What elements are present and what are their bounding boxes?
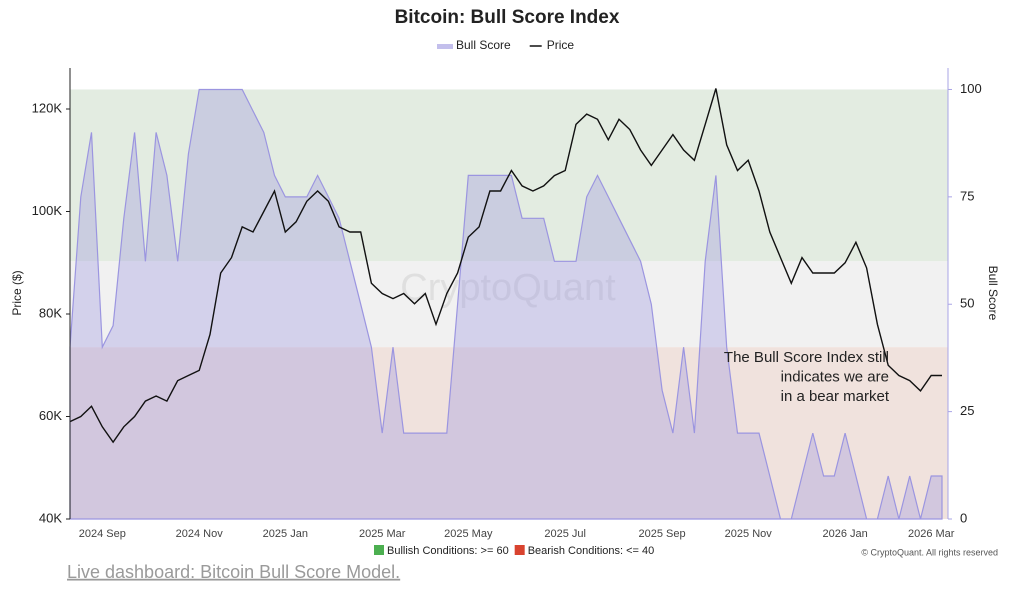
y-axis-title: Price ($) — [10, 270, 24, 315]
x-tick-label: 2026 Jan — [822, 528, 867, 540]
x-tick-label: 2024 Sep — [79, 528, 126, 540]
condition-band — [70, 261, 948, 348]
x-tick-label: 2025 Nov — [725, 528, 773, 540]
y2-tick-label: 25 — [960, 403, 974, 418]
chart-title: Bitcoin: Bull Score Index — [395, 7, 620, 28]
price-line — [69, 88, 942, 444]
x-tick-label: 2026 Mar — [908, 528, 955, 540]
y-tick-label: 120K — [32, 100, 63, 115]
bull-score-area — [69, 88, 943, 520]
condition-swatch — [374, 545, 384, 555]
legend-label: Bull Score — [456, 38, 511, 52]
annotation: The Bull Score Index still — [724, 349, 889, 366]
condition-swatch — [514, 545, 525, 555]
condition-band — [70, 347, 948, 519]
annotation: in a bear market — [781, 388, 890, 405]
y-tick-label: 40K — [39, 510, 62, 525]
dashboard-link[interactable]: Live dashboard: Bitcoin Bull Score Model… — [67, 562, 400, 582]
y-tick-label: 80K — [39, 305, 62, 320]
x-tick-label: 2025 Jul — [544, 528, 586, 540]
x-tick-label: 2025 Mar — [359, 528, 406, 540]
y2-axis-title: Bull Score — [986, 266, 1000, 321]
y2-tick-label: 100 — [960, 81, 982, 96]
x-tick-label: 2025 Sep — [639, 528, 686, 540]
y2-tick-label: 0 — [960, 510, 967, 525]
y2-tick-label: 50 — [960, 296, 974, 311]
annotation: indicates we are — [781, 368, 889, 385]
legend-label: Price — [547, 38, 575, 52]
x-tick-label: 2025 Jan — [263, 528, 308, 540]
legend-swatch — [437, 44, 453, 49]
credit: © CryptoQuant. All rights reserved — [861, 547, 998, 557]
y-tick-label: 60K — [39, 408, 62, 423]
condition-label: Bullish Conditions: >= 60 — [387, 545, 509, 557]
watermark: CryptoQuant — [400, 267, 616, 309]
x-tick-label: 2024 Nov — [176, 528, 224, 540]
condition-label: Bearish Conditions: <= 40 — [528, 545, 655, 557]
x-tick-label: 2025 May — [444, 528, 493, 540]
y-tick-label: 100K — [32, 203, 63, 218]
y2-tick-label: 75 — [960, 188, 974, 203]
